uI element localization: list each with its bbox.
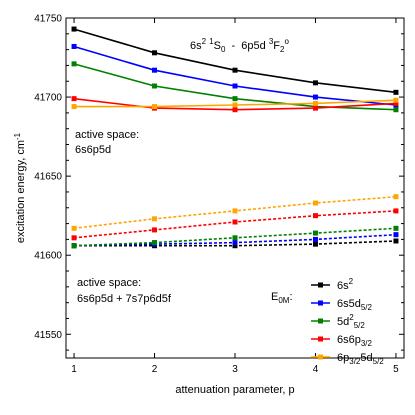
transition-label: 6s2 1S0 - 6p5d 3F2o [190, 37, 289, 54]
data-point-6p5d-large [312, 200, 318, 206]
x-tick-label: 5 [393, 364, 399, 375]
data-point-6s6p-small [393, 100, 399, 106]
data-point-6s6p-large [71, 235, 77, 241]
data-point-6s6p-small [71, 96, 77, 102]
data-point-6s6p-large [312, 213, 318, 219]
annotation-large-line2: 6s6p5d + 7s7p6d5f [77, 293, 172, 305]
data-point-6p5d-small [71, 104, 77, 110]
legend-title: E0M: [271, 291, 293, 305]
data-point-6p5d-small [232, 102, 238, 108]
data-point-6s2-small [152, 50, 158, 56]
y-axis: 41550 41600 41650 41700 41750 [34, 14, 404, 351]
data-point-6s5d-small [152, 67, 158, 73]
y-tick-label: 41550 [34, 330, 62, 341]
data-point-6s6p-small [312, 105, 318, 111]
annotation-large-line1: active space: [77, 277, 141, 289]
data-point-5d2-large [312, 230, 318, 236]
legend-marker-6p5d [318, 354, 323, 360]
annotation-small-line2: 6s6p5d [75, 144, 111, 156]
data-point-5d2-small [232, 96, 238, 102]
data-point-6s2-small [232, 67, 238, 73]
data-point-6s2-small [393, 89, 399, 95]
data-point-6s2-large [232, 243, 238, 249]
legend-label-5d2: 5d25/2 [337, 313, 365, 330]
data-point-6p5d-large [393, 194, 399, 200]
data-point-6p5d-small [152, 104, 158, 110]
data-point-5d2-large [232, 235, 238, 241]
legend-label-6s6p: 6s6p3/2 [337, 334, 373, 348]
data-point-5d2-large [393, 225, 399, 231]
legend-marker-6s5d [318, 300, 323, 306]
data-point-6s5d-large [232, 240, 238, 246]
legend-label-6s2: 6s2 [337, 277, 354, 292]
data-point-6s2-small [71, 26, 77, 32]
data-point-6s6p-large [393, 208, 399, 214]
x-axis-title: attenuation parameter, p [175, 384, 294, 396]
data-point-5d2-small [152, 83, 158, 89]
data-point-6s2-small [312, 80, 318, 86]
y-tick-label: 41600 [34, 251, 62, 262]
x-tick-label: 1 [71, 364, 77, 375]
x-tick-label: 4 [313, 364, 319, 375]
x-tick-label: 2 [152, 364, 158, 375]
data-point-6s5d-small [312, 94, 318, 100]
data-point-5d2-large [152, 240, 158, 246]
data-point-6s6p-large [152, 227, 158, 233]
data-point-6p5d-large [71, 225, 77, 231]
data-point-6p5d-small [312, 100, 318, 106]
x-axis: 1 2 3 4 5 [71, 18, 399, 375]
legend-marker-6s6p [318, 336, 323, 342]
x-tick-label: 3 [232, 364, 238, 375]
legend-marker-5d2 [318, 318, 323, 324]
legend-label-6p5d: 6p3/25d5/2 [337, 352, 384, 366]
y-axis-title: excitation energy, cm-1 [13, 132, 27, 243]
data-point-5d2-small [393, 107, 399, 113]
series-lines [71, 26, 399, 249]
data-point-6s6p-small [232, 107, 238, 113]
data-point-6s5d-large [312, 236, 318, 242]
y-tick-label: 41650 [34, 172, 62, 183]
data-point-6s2-large [393, 238, 399, 244]
data-point-5d2-small [71, 61, 77, 67]
annotation-small-line1: active space: [75, 129, 139, 141]
data-point-6s5d-small [232, 83, 238, 89]
data-point-6p5d-small [393, 97, 399, 103]
data-point-6s5d-large [393, 232, 399, 238]
data-point-6p5d-large [152, 216, 158, 222]
data-point-6s5d-small [71, 43, 77, 49]
y-tick-label: 41700 [34, 93, 62, 104]
data-point-6p5d-large [232, 208, 238, 214]
y-tick-label: 41750 [34, 14, 62, 25]
legend-label-6s5d: 6s5d5/2 [337, 298, 373, 312]
data-point-6s6p-large [232, 219, 238, 225]
data-point-6s2-large [312, 241, 318, 247]
legend-marker-6s2 [318, 282, 323, 288]
data-point-5d2-large [71, 243, 77, 249]
